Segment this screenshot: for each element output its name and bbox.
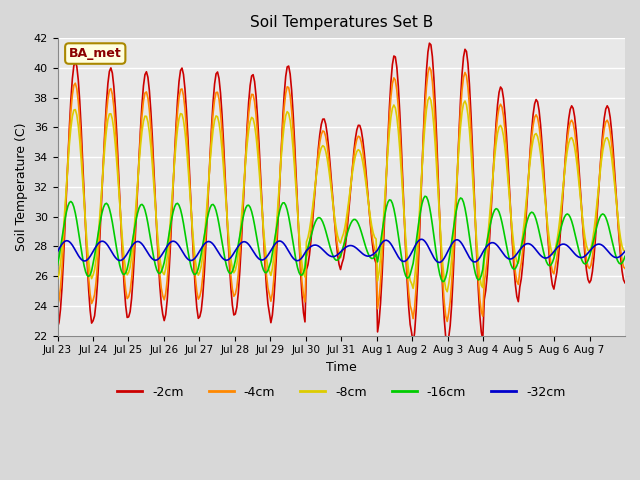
Y-axis label: Soil Temperature (C): Soil Temperature (C) <box>15 122 28 251</box>
Title: Soil Temperatures Set B: Soil Temperatures Set B <box>250 15 433 30</box>
X-axis label: Time: Time <box>326 361 356 374</box>
Legend: -2cm, -4cm, -8cm, -16cm, -32cm: -2cm, -4cm, -8cm, -16cm, -32cm <box>112 381 570 404</box>
Text: BA_met: BA_met <box>69 47 122 60</box>
